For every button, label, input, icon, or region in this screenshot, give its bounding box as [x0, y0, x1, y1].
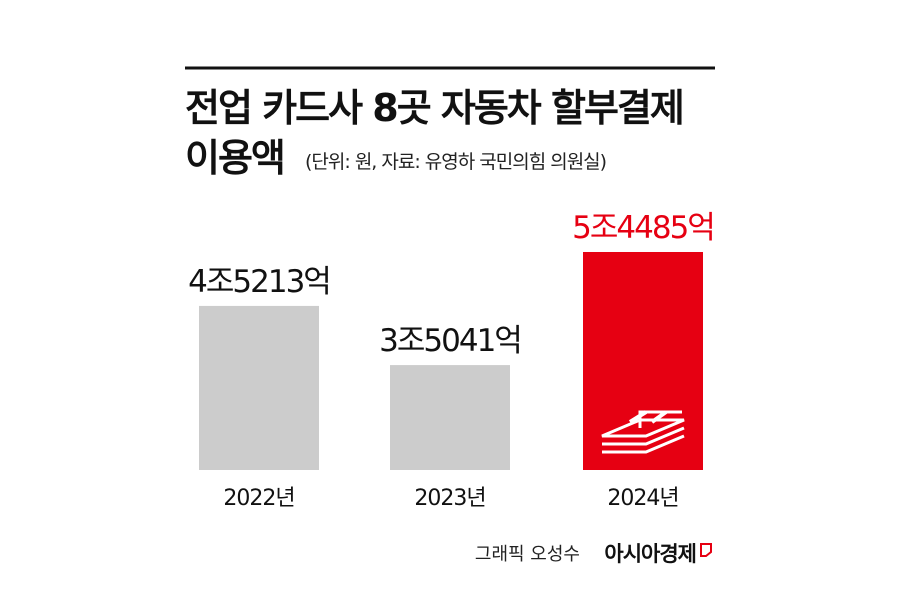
credit: 그래픽 오성수	[475, 544, 580, 565]
x-tick-label: 2022년	[223, 486, 294, 511]
value-label: 3조5041억	[379, 323, 521, 359]
bar	[199, 305, 319, 470]
money-icon	[601, 410, 685, 454]
value-label: 4조5213억	[188, 264, 330, 300]
x-tick-label: 2024년	[607, 486, 678, 511]
title-line: 이용액	[185, 136, 284, 180]
value-label: 5조4485억	[572, 210, 714, 246]
x-tick-label: 2023년	[414, 486, 485, 511]
plot: 4조5213억 2022년 3조5041억 2023년 5조4485억 2024년	[188, 210, 716, 511]
title-line: 전업 카드사 8곳 자동차 할부결제	[185, 86, 683, 130]
subtitle: (단위: 원, 자료: 유영하 국민의힘 의원실)	[305, 151, 606, 173]
publisher: 아시아경제	[604, 542, 696, 566]
bar	[390, 365, 510, 470]
publisher-icon	[700, 543, 712, 557]
bar	[583, 251, 703, 470]
